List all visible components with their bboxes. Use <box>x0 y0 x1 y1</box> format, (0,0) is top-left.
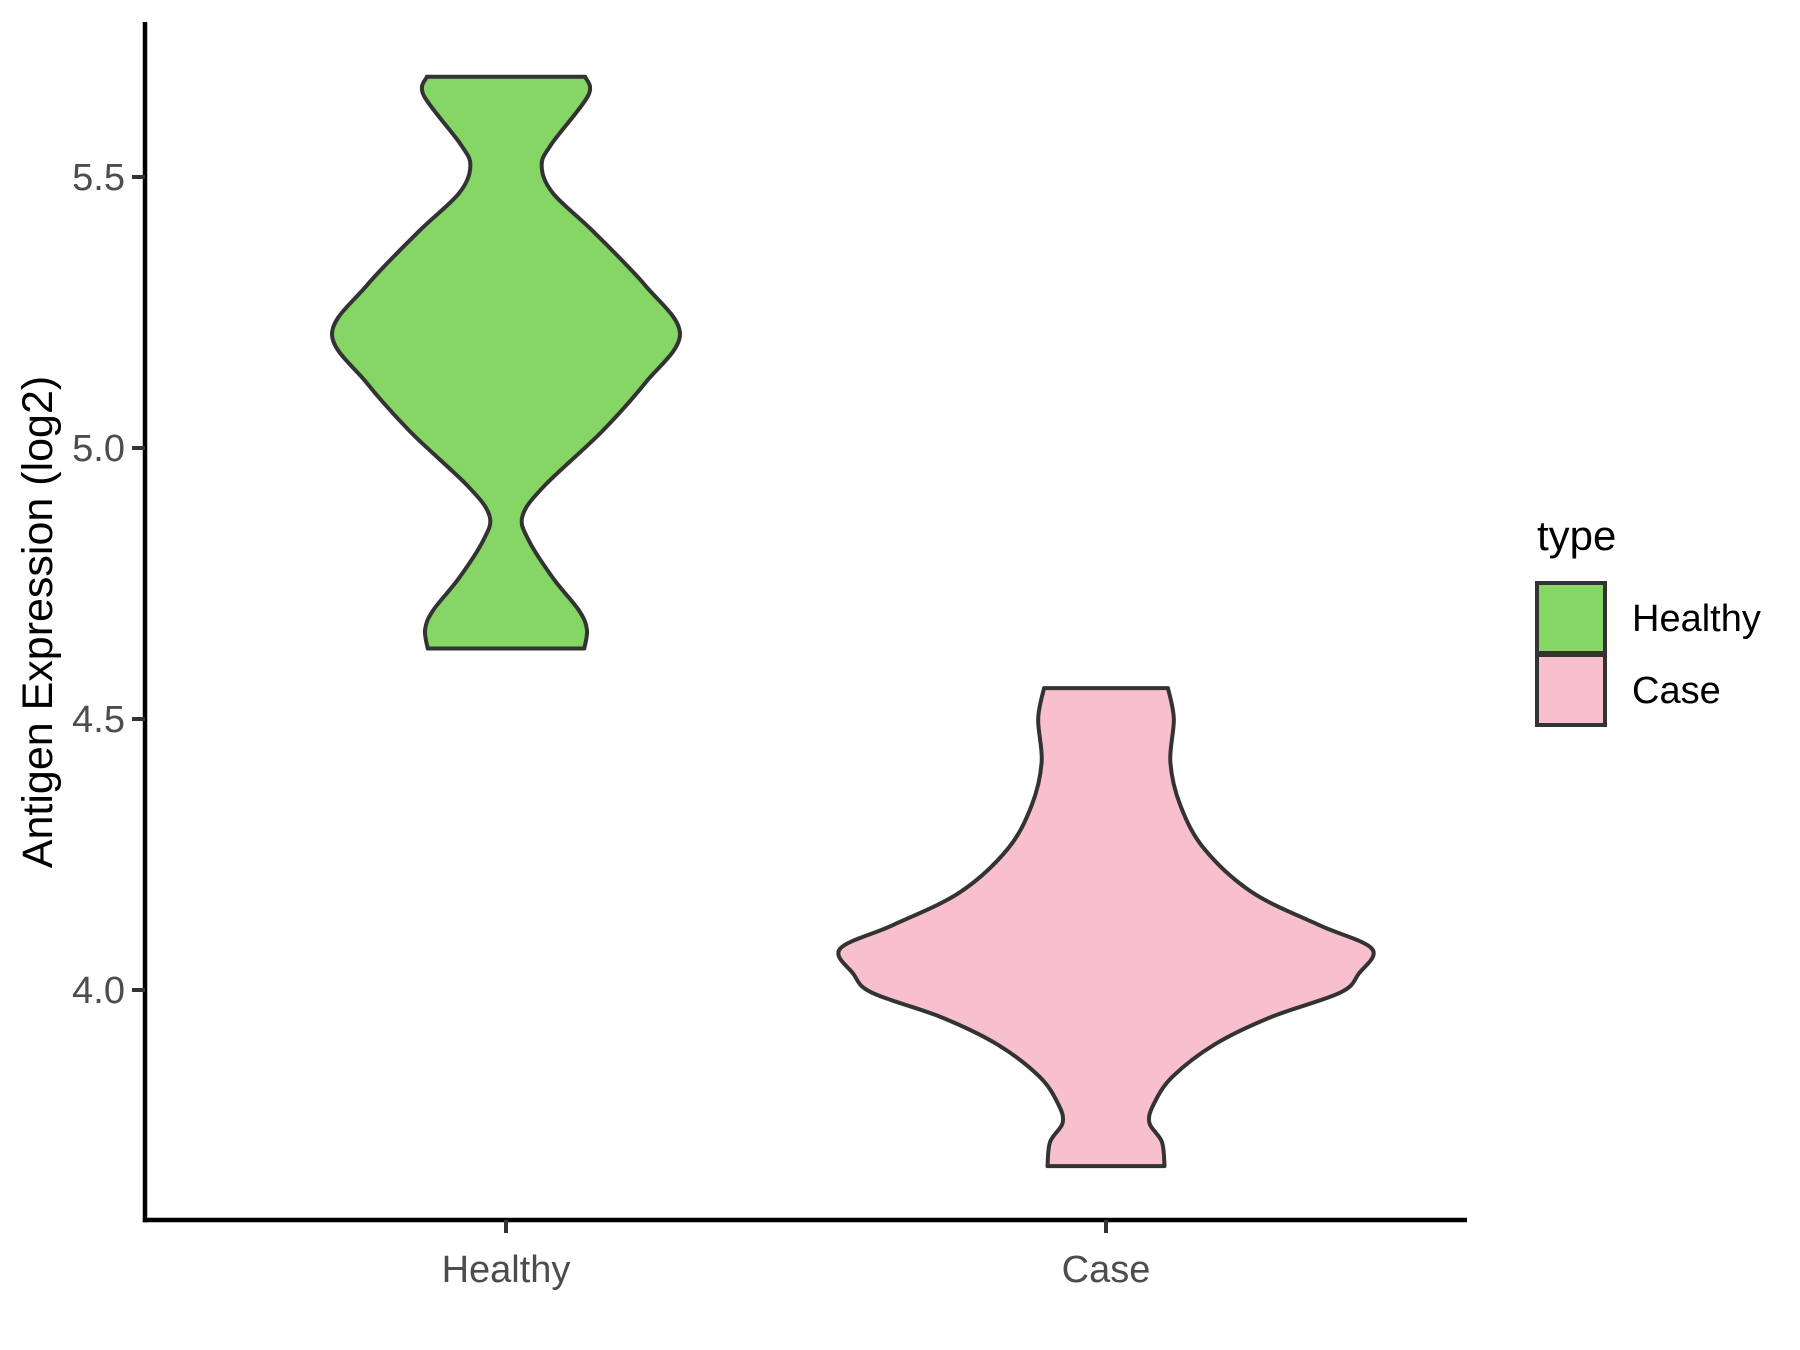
legend-swatch-healthy <box>1535 581 1607 655</box>
violin-case <box>836 686 1376 1169</box>
x-axis: Healthy Case <box>142 1217 1467 1291</box>
legend-label-case: Case <box>1632 670 1721 712</box>
legend-title: type <box>1537 512 1616 559</box>
violins-layer <box>330 74 1376 1169</box>
violin-healthy <box>330 74 682 651</box>
y-axis-title: Antigen Expression (log2) <box>14 376 62 868</box>
y-tick-label: 5.5 <box>72 157 125 199</box>
y-tick-label: 4.5 <box>72 699 125 741</box>
legend-label-healthy: Healthy <box>1632 598 1761 640</box>
legend: type Healthy Case <box>1535 512 1761 727</box>
legend-swatch-case <box>1535 653 1607 727</box>
y-axis: 5.5 5.0 4.5 4.0 <box>72 22 148 1223</box>
x-category-label-healthy: Healthy <box>442 1249 571 1291</box>
y-tick-label: 5.0 <box>72 428 125 470</box>
y-tick-label: 4.0 <box>72 970 125 1012</box>
x-category-label-case: Case <box>1062 1249 1151 1291</box>
